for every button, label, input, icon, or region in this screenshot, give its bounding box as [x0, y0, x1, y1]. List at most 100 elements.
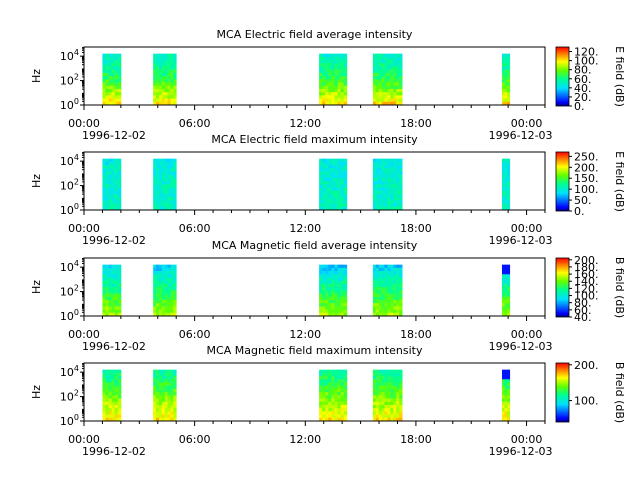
- heatmap-interval: [102, 264, 122, 317]
- x-tick-label: 00:00: [68, 222, 100, 235]
- x-tick-label: 00:00: [68, 117, 100, 130]
- heatmap-interval: [501, 53, 511, 106]
- x-tick-label: 12:00: [289, 117, 321, 130]
- colorbar: 40.60.80.100.120.140.160.180.200.: [555, 254, 599, 324]
- y-axis-label: Hz: [30, 385, 43, 399]
- colorbar: 0.20.40.60.80.100.120.: [555, 46, 599, 113]
- panel-2: MCA Electric field maximum intensity1001…: [30, 133, 626, 247]
- colorbar: 100. 200.: [555, 359, 599, 423]
- colorbar-tick-label: 60.: [574, 304, 592, 317]
- x-tick-label: 18:00: [400, 433, 432, 446]
- y-tick-label: 100: [60, 413, 79, 428]
- x-tick-label: 00:00: [511, 117, 543, 130]
- colorbar-gradient: [555, 362, 570, 423]
- x-date-label-end: 1996-12-03: [489, 340, 553, 353]
- colorbar-tick-label: 180.: [574, 261, 599, 274]
- heatmap-interval: [372, 53, 403, 106]
- y-axis: 100 102 104: [60, 47, 84, 112]
- heatmap-interval: [153, 53, 177, 106]
- x-tick-label: 00:00: [511, 433, 543, 446]
- colorbar-tick-label: 0.: [574, 205, 585, 218]
- x-tick-label: 18:00: [400, 328, 432, 341]
- x-tick-label: 18:00: [400, 222, 432, 235]
- x-tick-label: 06:00: [179, 222, 211, 235]
- x-date-label-end: 1996-12-03: [489, 129, 553, 142]
- colorbar-tick-label: 150.: [574, 172, 599, 185]
- y-tick-label: 104: [60, 153, 79, 168]
- heatmap-interval: [501, 264, 511, 317]
- y-tick-label: 104: [60, 259, 79, 274]
- colorbar-tick-label: 60.: [574, 73, 592, 86]
- y-tick-label: 102: [60, 178, 79, 193]
- y-axis: 100 102 104: [60, 258, 84, 323]
- colorbar-label: B field (dB): [613, 362, 626, 423]
- colorbar-tick-label: 200.: [574, 254, 599, 267]
- colorbar-tick-label: 40.: [574, 82, 592, 95]
- colorbar-tick-label: 80.: [574, 297, 592, 310]
- colorbar-tick-label: 140.: [574, 275, 599, 288]
- colorbar-tick-label: 80.: [574, 64, 592, 77]
- heatmap-interval: [102, 158, 122, 211]
- x-tick-label: 12:00: [289, 433, 321, 446]
- colorbar-tick-label: 100.: [574, 183, 599, 196]
- colorbar-gradient: [555, 151, 570, 212]
- x-date-label-start: 1996-12-02: [82, 129, 146, 142]
- panel-title: MCA Magnetic field maximum intensity: [207, 344, 423, 357]
- heatmap-interval: [501, 369, 511, 422]
- panel-title: MCA Magnetic field average intensity: [212, 239, 418, 252]
- y-axis-label: Hz: [30, 280, 43, 294]
- heatmap-interval: [501, 158, 511, 211]
- colorbar-tick-label: 100.: [574, 55, 599, 68]
- panel-4: MCA Magnetic field maximum intensity1001…: [30, 344, 626, 458]
- heatmap-interval: [319, 53, 348, 106]
- axes-frame: [83, 151, 546, 211]
- colorbar-tick-label: 50.: [574, 194, 592, 207]
- x-tick-label: 06:00: [179, 433, 211, 446]
- x-date-label-start: 1996-12-02: [82, 445, 146, 458]
- heatmap-interval: [102, 53, 122, 106]
- x-tick-label: 00:00: [511, 328, 543, 341]
- y-tick-label: 100: [60, 202, 79, 217]
- y-tick-label: 102: [60, 73, 79, 88]
- y-axis: 100 102 104: [60, 152, 84, 217]
- y-axis: 100 102 104: [60, 363, 84, 428]
- y-tick-label: 104: [60, 48, 79, 63]
- colorbar-label: E field (dB): [613, 151, 626, 212]
- colorbar-tick-label: 0.: [574, 100, 585, 113]
- panel-title: MCA Electric field average intensity: [217, 28, 413, 41]
- x-tick-label: 06:00: [179, 117, 211, 130]
- panel-title: MCA Electric field maximum intensity: [211, 133, 418, 146]
- heatmap-interval: [319, 369, 348, 422]
- x-tick-label: 12:00: [289, 222, 321, 235]
- colorbar-tick-label: 200.: [574, 161, 599, 174]
- x-tick-label: 06:00: [179, 328, 211, 341]
- heatmap-interval: [319, 158, 348, 211]
- y-tick-label: 100: [60, 97, 79, 112]
- x-date-label-end: 1996-12-03: [489, 445, 553, 458]
- panel-1: MCA Electric field average intensity1001…: [30, 28, 626, 142]
- heatmap-interval: [372, 158, 403, 211]
- x-tick-label: 18:00: [400, 117, 432, 130]
- colorbar-tick-label: 20.: [574, 91, 592, 104]
- x-date-label-start: 1996-12-02: [82, 234, 146, 247]
- colorbar-label: E field (dB): [613, 46, 626, 107]
- axes-frame: [83, 46, 546, 106]
- colorbar-label: B field (dB): [613, 257, 626, 318]
- colorbar-tick-label: 40.: [574, 311, 592, 324]
- colorbar: 0.50.100.150.200.250.: [555, 150, 599, 218]
- x-tick-label: 00:00: [68, 328, 100, 341]
- x-date-label-end: 1996-12-03: [489, 234, 553, 247]
- y-axis-label: Hz: [30, 174, 43, 188]
- x-tick-label: 00:00: [68, 433, 100, 446]
- heatmap-interval: [372, 369, 403, 422]
- colorbar-tick-label: 250.: [574, 150, 599, 163]
- heatmap-interval: [153, 264, 177, 317]
- y-tick-label: 102: [60, 284, 79, 299]
- x-tick-label: 12:00: [289, 328, 321, 341]
- y-tick-label: 104: [60, 364, 79, 379]
- colorbar-tick-label: 120.: [574, 282, 599, 295]
